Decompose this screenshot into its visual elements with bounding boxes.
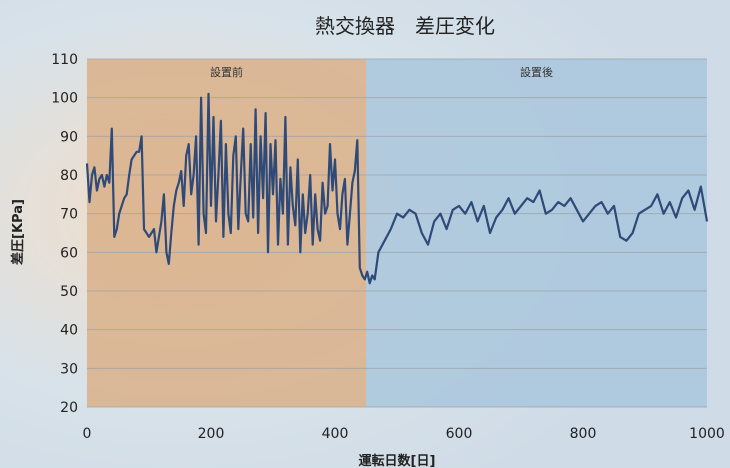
x-tick-label: 400 [322, 426, 349, 442]
y-tick-label: 60 [60, 245, 78, 261]
region-label-after: 設置後 [520, 65, 553, 79]
y-tick-label: 40 [60, 323, 78, 339]
chart-title: 熱交換器 差圧変化 [315, 14, 495, 38]
y-tick-label: 90 [60, 129, 78, 145]
x-axis-label: 運転日数[日] [359, 453, 436, 468]
x-tick-label: 0 [83, 426, 92, 442]
x-tick-label: 600 [446, 426, 473, 442]
region-after [366, 59, 707, 407]
x-tick-label: 800 [570, 426, 597, 442]
y-tick-label: 80 [60, 168, 78, 184]
region-label-before: 設置前 [210, 65, 243, 79]
region-before [87, 59, 366, 407]
y-tick-label: 30 [60, 361, 78, 377]
y-tick-label: 110 [51, 52, 78, 68]
y-tick-label: 70 [60, 207, 78, 223]
series-line-0 [85, 92, 709, 285]
x-tick-label: 1000 [689, 426, 725, 442]
y-tick-label: 100 [51, 91, 78, 107]
y-axis-label: 差圧[KPa] [10, 199, 26, 265]
y-tick-label: 20 [60, 400, 78, 416]
x-tick-label: 200 [198, 426, 225, 442]
y-tick-label: 50 [60, 284, 78, 300]
